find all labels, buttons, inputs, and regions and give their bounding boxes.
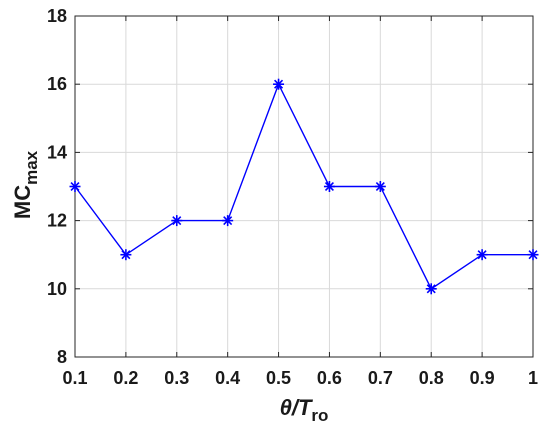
series-line [74,82,533,290]
data-point-marker [273,78,285,90]
axis-ticks [74,15,534,358]
y-axis-label: MCmax [10,150,41,219]
x-tick-label: 0.6 [317,368,342,388]
y-axis-label-sub: max [22,150,41,185]
x-tick-label: 0.7 [368,368,393,388]
x-tick-label: 0.9 [470,368,495,388]
x-axis-label: θ/Tro [280,395,329,425]
data-point-marker [69,181,81,192]
x-axis-label-main: θ/ [280,395,301,420]
x-tick-label: 0.8 [419,368,444,388]
data-point-marker [120,249,132,261]
y-axis-label-main: MC [10,185,35,219]
y-tick-label: 16 [47,74,67,94]
y-tick-label: 10 [47,279,67,299]
x-tick-label: 0.2 [113,368,138,388]
x-tick-label: 0.1 [62,368,87,388]
y-tick-label: 8 [57,347,67,367]
data-point-marker [425,283,437,295]
x-tick-label: 0.3 [164,368,189,388]
x-tick-label: 1 [528,368,538,388]
x-tick-label: 0.5 [266,368,291,388]
data-point-marker [323,181,335,192]
y-tick-label: 18 [47,6,67,26]
data-point-marker [374,181,386,192]
x-axis-label-italic: T [298,395,313,420]
data-point-marker [476,249,488,261]
series-layer [69,78,539,295]
data-point-marker [171,215,183,227]
x-axis-label-sub: ro [311,406,328,425]
data-point-marker [527,249,539,261]
x-tick-label: 0.4 [215,368,240,388]
y-tick-label: 14 [47,142,67,162]
y-tick-label: 12 [47,211,67,231]
data-point-marker [222,215,234,227]
